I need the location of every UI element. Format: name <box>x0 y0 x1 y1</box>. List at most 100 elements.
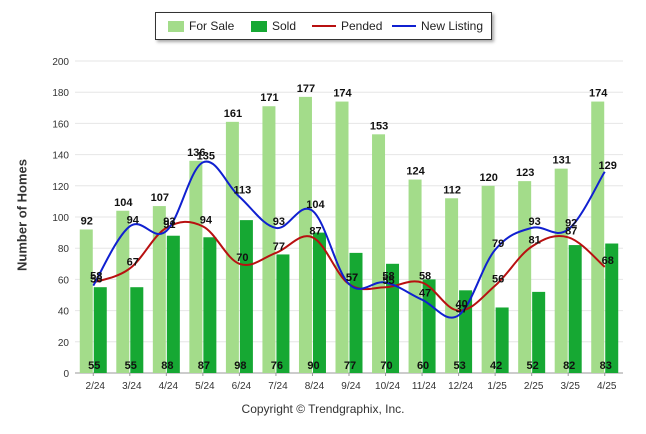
label-pended: 87 <box>309 225 321 237</box>
label-for-sale: 171 <box>260 92 278 104</box>
label-new-listing: 93 <box>273 216 285 228</box>
x-tick-label: 3/24 <box>122 381 142 392</box>
label-for-sale: 123 <box>516 167 534 179</box>
label-new-listing: 135 <box>197 150 215 162</box>
label-sold: 88 <box>161 360 173 372</box>
label-sold: 60 <box>417 360 429 372</box>
bars <box>79 96 619 374</box>
bar-for-sale <box>408 179 422 373</box>
label-sold: 90 <box>307 360 319 372</box>
label-sold: 42 <box>490 360 502 372</box>
y-tick-label: 140 <box>52 151 69 162</box>
x-tick-label: 6/24 <box>232 381 252 392</box>
data-labels: 92 104 107 136 161 171 177 174 153 124 112 120 123 13… <box>81 83 617 372</box>
label-pended: 70 <box>236 252 248 264</box>
label-pended: 93 <box>163 216 175 228</box>
label-pended: 58 <box>419 271 431 283</box>
x-tick-label: 2/24 <box>86 381 106 392</box>
bar-sold <box>130 287 144 373</box>
label-pended: 40 <box>455 299 467 311</box>
x-tick-label: 9/24 <box>341 381 361 392</box>
bar-sold <box>276 254 290 373</box>
legend-swatch-pended <box>312 25 336 27</box>
label-pended: 94 <box>200 214 213 226</box>
label-for-sale: 107 <box>151 192 169 204</box>
label-for-sale: 161 <box>224 108 242 120</box>
bar-for-sale <box>518 181 532 373</box>
bar-for-sale <box>79 229 93 373</box>
bar-sold <box>349 252 363 373</box>
label-pended: 67 <box>127 256 139 268</box>
label-pended: 55 <box>382 275 394 287</box>
bar-for-sale <box>591 101 605 373</box>
y-tick-label: 100 <box>52 213 69 224</box>
legend: For Sale Sold Pended New Listing <box>155 12 492 40</box>
y-tick-label: 180 <box>52 88 69 99</box>
x-tick-label: 4/25 <box>597 381 617 392</box>
x-tick-label: 2/25 <box>524 381 544 392</box>
label-sold: 98 <box>234 360 246 372</box>
x-tick-label: 5/24 <box>195 381 215 392</box>
label-for-sale: 124 <box>406 166 425 178</box>
bar-sold <box>312 232 326 373</box>
label-new-listing: 92 <box>565 217 577 229</box>
bar-for-sale <box>152 206 166 373</box>
legend-label-sold: Sold <box>272 19 297 33</box>
bar-sold <box>386 263 400 373</box>
legend-item-new-listing[interactable]: New Listing <box>392 19 483 33</box>
label-new-listing: 57 <box>346 272 358 284</box>
legend-item-for-sale[interactable]: For Sale <box>168 19 234 33</box>
bar-for-sale <box>262 106 276 374</box>
y-tick-label: 0 <box>63 369 69 380</box>
bar-sold <box>203 237 217 373</box>
label-for-sale: 92 <box>81 215 93 227</box>
legend-item-pended[interactable]: Pended <box>312 19 382 33</box>
label-sold: 55 <box>125 360 137 372</box>
label-for-sale: 153 <box>370 120 388 132</box>
lines <box>92 160 606 319</box>
label-pended: 57 <box>346 272 358 284</box>
label-new-listing: 47 <box>419 288 431 300</box>
x-tick-label: 1/25 <box>487 381 507 392</box>
y-tick-label: 60 <box>58 275 70 286</box>
label-pended: 81 <box>529 235 541 247</box>
x-tick-label: 4/24 <box>159 381 179 392</box>
bar-sold <box>93 287 107 373</box>
label-pended: 56 <box>492 274 504 286</box>
label-new-listing: 129 <box>599 160 617 172</box>
legend-swatch-sold <box>251 20 267 32</box>
y-axis-title: Number of Homes <box>14 159 30 271</box>
label-sold: 83 <box>600 360 612 372</box>
label-for-sale: 174 <box>589 88 608 100</box>
y-tick-label: 40 <box>58 307 70 318</box>
legend-label-pended: Pended <box>341 19 383 33</box>
legend-label-new-listing: New Listing <box>421 19 484 33</box>
y-tick-label: 120 <box>52 182 69 193</box>
label-for-sale: 112 <box>443 184 461 196</box>
label-sold: 77 <box>344 360 356 372</box>
y-tick-label: 160 <box>52 119 69 130</box>
label-sold: 55 <box>88 360 100 372</box>
bar-for-sale <box>335 101 349 373</box>
label-for-sale: 120 <box>479 172 497 184</box>
bar-for-sale <box>298 96 312 373</box>
bar-sold <box>166 235 180 373</box>
bar-sold <box>495 307 509 373</box>
legend-label-for-sale: For Sale <box>189 19 235 33</box>
label-pended: 87 <box>565 225 577 237</box>
label-for-sale: 177 <box>297 83 315 95</box>
label-new-listing: 37 <box>455 303 467 315</box>
y-tick-label: 20 <box>58 338 70 349</box>
label-new-listing: 91 <box>163 219 175 231</box>
grid <box>75 60 623 374</box>
legend-item-sold[interactable]: Sold <box>251 19 296 33</box>
bar-for-sale <box>189 160 203 373</box>
copyright-text: Copyright © Trendgraphix, Inc. <box>241 402 405 416</box>
x-tick-label: 8/24 <box>305 381 325 392</box>
bar-sold <box>532 291 546 373</box>
label-new-listing: 94 <box>127 214 140 226</box>
label-new-listing: 104 <box>306 199 325 211</box>
bar-sold <box>239 220 253 373</box>
x-tick-label: 10/24 <box>375 381 400 392</box>
